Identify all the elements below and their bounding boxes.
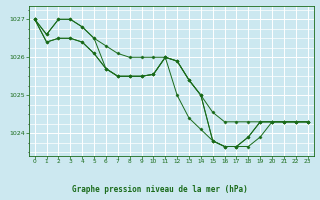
Text: Graphe pression niveau de la mer (hPa): Graphe pression niveau de la mer (hPa) xyxy=(72,185,248,194)
